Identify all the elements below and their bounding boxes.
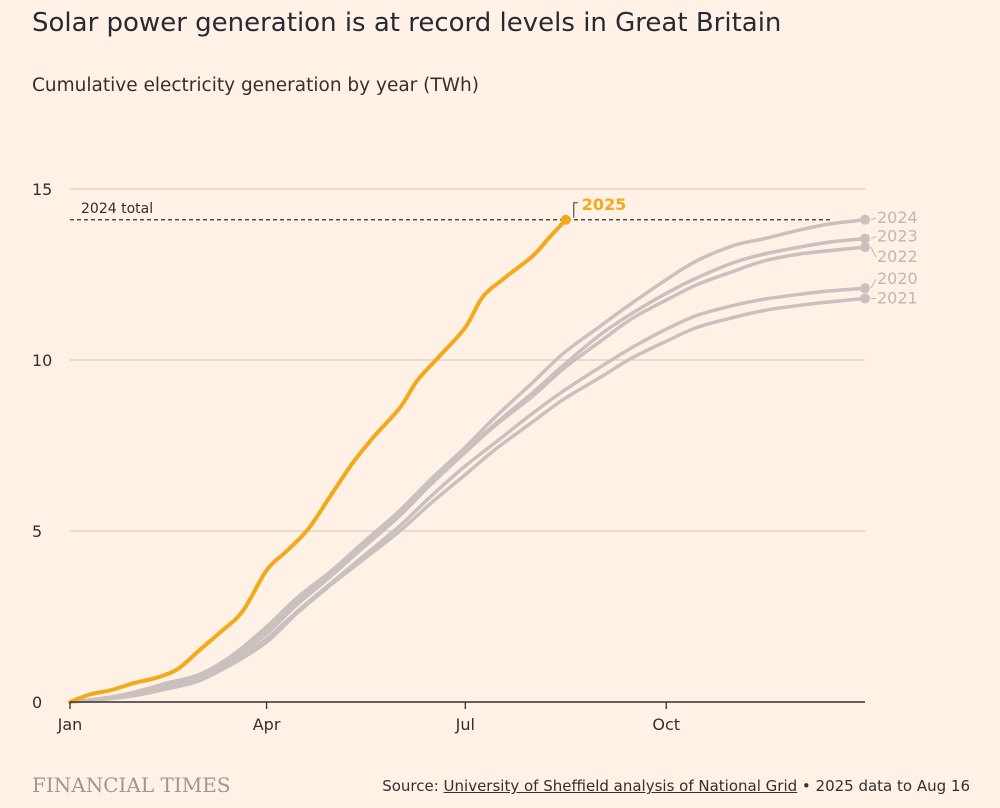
source-link[interactable]: University of Sheffield analysis of Nati… xyxy=(443,777,798,795)
series-line-2024 xyxy=(68,218,867,704)
series-label-2023: 2023 xyxy=(877,227,918,246)
reference-line-label: 2024 total xyxy=(81,201,153,217)
y-tick-label-10: 10 xyxy=(32,351,52,370)
reference-line-group: 2024 total xyxy=(70,201,833,221)
series-label-2024: 2024 xyxy=(877,208,918,227)
series-line-2021 xyxy=(68,296,867,704)
ft-logo: FINANCIAL TIMES xyxy=(32,773,231,797)
series-endpoint-2023 xyxy=(860,233,870,244)
series-label-2022: 2022 xyxy=(877,247,918,266)
series-label-2020: 2020 xyxy=(877,269,918,288)
chart-title: Solar power generation is at record leve… xyxy=(32,8,782,38)
label-connector-2025 xyxy=(573,202,578,218)
label-connector-2024 xyxy=(870,217,877,221)
series-endpoint-2024 xyxy=(860,214,870,225)
series-endpoint-2022 xyxy=(860,242,870,253)
chart-subtitle: Cumulative electricity generation by yea… xyxy=(32,75,479,96)
y-tick-label-5: 5 xyxy=(32,522,42,541)
series-line-2025 xyxy=(68,217,568,704)
label-connector-2023 xyxy=(870,236,877,240)
x-tick-label-oct: Oct xyxy=(652,715,680,734)
series-label-2021: 2021 xyxy=(877,288,918,307)
x-tick-label-jul: Jul xyxy=(455,715,475,734)
source-note: Source: University of Sheffield analysis… xyxy=(382,777,970,795)
source-prefix: Source: xyxy=(382,777,444,795)
series-label-2025: 2025 xyxy=(582,195,627,214)
gridlines: 0 5 10 15 xyxy=(32,180,865,712)
x-tick-label-apr: Apr xyxy=(253,715,281,734)
label-connector-2022 xyxy=(870,246,877,258)
series-lines xyxy=(68,214,870,704)
x-axis: Jan Apr Jul Oct xyxy=(57,701,865,734)
series-endpoint-2021 xyxy=(860,293,870,304)
series-line-2023 xyxy=(68,236,867,704)
series-line-2020 xyxy=(68,286,867,704)
source-suffix: • 2025 data to Aug 16 xyxy=(797,777,970,795)
y-tick-label-15: 15 xyxy=(32,180,52,199)
x-tick-label-jan: Jan xyxy=(57,715,83,734)
series-endpoint-2020 xyxy=(860,283,870,294)
y-tick-label-0: 0 xyxy=(32,693,42,712)
series-endpoint-2025 xyxy=(560,214,571,225)
label-connector-2020 xyxy=(870,278,877,289)
